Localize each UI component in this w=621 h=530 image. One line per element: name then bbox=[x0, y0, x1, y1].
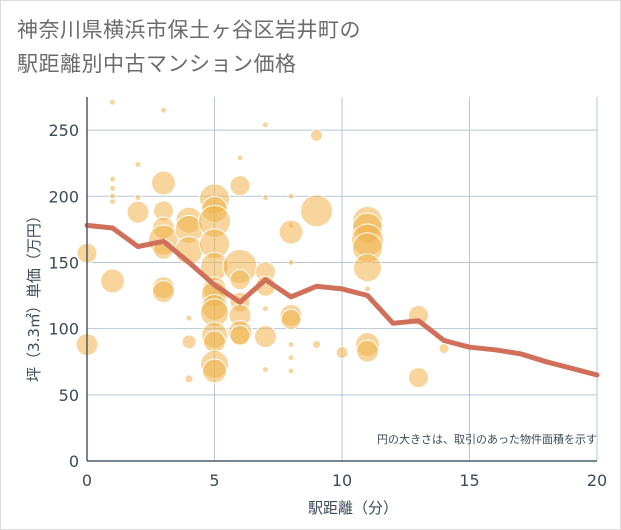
data-bubble bbox=[262, 366, 269, 374]
chart-title-line-2: 駅距離別中古マンション価格 bbox=[17, 52, 297, 76]
trend-line bbox=[84, 222, 600, 378]
data-bubble bbox=[229, 324, 251, 346]
data-bubble bbox=[353, 253, 382, 283]
data-bubble bbox=[152, 280, 175, 304]
data-bubble bbox=[203, 330, 226, 354]
data-bubble bbox=[280, 308, 302, 330]
data-bubble bbox=[160, 106, 167, 114]
data-bubble bbox=[278, 219, 304, 245]
x-axis-label: 駅距離（分） bbox=[308, 499, 398, 517]
data-bubble bbox=[126, 200, 150, 224]
data-bubble bbox=[287, 354, 295, 362]
x-tick-label: 20 bbox=[587, 471, 607, 490]
data-bubble bbox=[151, 170, 176, 196]
data-bubble bbox=[287, 258, 295, 266]
data-bubble bbox=[100, 268, 125, 294]
y-tick-label: 50 bbox=[59, 386, 79, 405]
data-bubble bbox=[109, 198, 116, 206]
y-tick-label: 250 bbox=[48, 121, 79, 140]
data-bubble bbox=[185, 314, 193, 322]
bubble-layer bbox=[75, 98, 450, 389]
y-axis-label: 坪（3.3㎡）単価（万円） bbox=[25, 208, 43, 382]
data-bubble bbox=[335, 345, 349, 359]
data-bubble bbox=[356, 339, 379, 363]
data-bubble bbox=[364, 285, 371, 293]
data-bubble bbox=[287, 367, 295, 375]
data-bubble bbox=[262, 121, 269, 129]
y-tick-label: 0 bbox=[69, 452, 79, 471]
data-bubble bbox=[109, 184, 116, 192]
data-bubble bbox=[181, 334, 197, 350]
data-bubble bbox=[262, 194, 269, 202]
data-bubble bbox=[310, 128, 323, 142]
chart-title-line-1: 神奈川県横浜市保土ヶ谷区岩井町の bbox=[17, 18, 361, 42]
data-bubble bbox=[254, 325, 277, 349]
x-tick-label: 15 bbox=[459, 471, 479, 490]
data-bubble bbox=[134, 161, 142, 169]
chart-title: 神奈川県横浜市保土ヶ谷区岩井町の 駅距離別中古マンション価格 bbox=[17, 13, 607, 81]
axes bbox=[86, 97, 597, 462]
bubble-size-note: 円の大きさは、取引のあった物件面積を示す bbox=[377, 432, 597, 446]
y-tick-label: 200 bbox=[48, 187, 79, 206]
data-bubble bbox=[236, 154, 244, 162]
data-bubble bbox=[262, 305, 269, 313]
x-tick-label: 5 bbox=[209, 471, 219, 490]
data-bubble bbox=[408, 367, 429, 389]
data-bubble bbox=[287, 192, 295, 200]
x-tick-label: 10 bbox=[332, 471, 352, 490]
data-bubble bbox=[438, 342, 450, 354]
data-bubble bbox=[229, 269, 251, 291]
data-bubble bbox=[312, 340, 321, 350]
y-tick-label: 100 bbox=[48, 320, 79, 339]
data-bubble bbox=[109, 98, 116, 106]
data-bubble bbox=[300, 194, 333, 228]
data-bubble bbox=[202, 358, 227, 384]
data-bubble bbox=[109, 175, 116, 183]
y-tick-label: 150 bbox=[48, 253, 79, 272]
data-bubble bbox=[287, 341, 295, 349]
data-bubble bbox=[134, 194, 142, 202]
data-bubble bbox=[229, 175, 251, 197]
data-bubble bbox=[184, 374, 194, 384]
x-tick-label: 0 bbox=[82, 471, 92, 490]
